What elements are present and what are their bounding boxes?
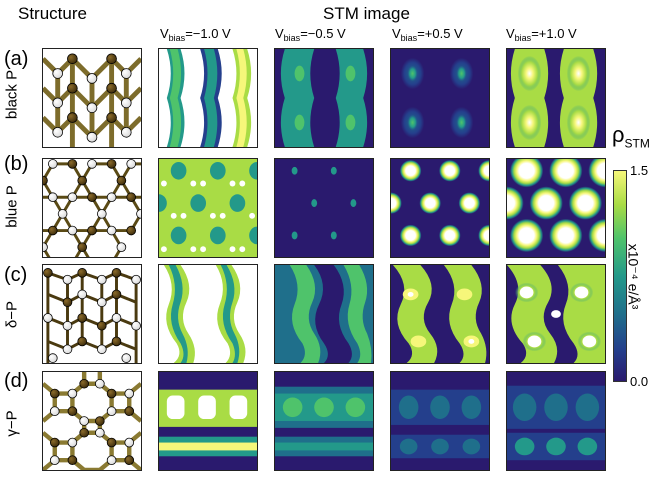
colorbar <box>613 170 627 382</box>
stm-panel-blue-p-minus-1.0 <box>158 158 258 258</box>
colorbar-min-label: 0.0 <box>630 374 649 389</box>
material-name-delta-p: δ−P <box>3 300 21 329</box>
colorbar-max-label: 1.5 <box>630 163 649 178</box>
colorbar-symbol: ρSTM <box>612 122 650 151</box>
stm-panel-blue-p-plus-0.5 <box>390 158 490 258</box>
structure-panel-black-p <box>42 48 142 148</box>
row-label-a: (a) <box>4 48 29 70</box>
stm-panel-delta-p-minus-1.0 <box>158 264 258 364</box>
structure-panel-gamma-p <box>42 371 142 471</box>
row-label-c: (c) <box>4 264 28 286</box>
row-label-d: (d) <box>4 370 29 392</box>
stm-panel-blue-p-minus-0.5 <box>274 158 374 258</box>
stm-panel-blue-p-plus-1.0 <box>506 158 606 258</box>
structure-header: Structure <box>18 4 87 23</box>
bias-label-4: Vbias=+1.0 V <box>506 26 577 43</box>
stm-panel-black-p-plus-1.0 <box>506 48 606 148</box>
row-label-b: (b) <box>4 153 29 175</box>
structure-panel-blue-p <box>42 158 142 258</box>
stm-panel-gamma-p-minus-1.0 <box>158 371 258 471</box>
bias-label-2: Vbias=−0.5 V <box>275 26 346 43</box>
stm-image-header: STM image <box>323 4 410 23</box>
stm-panel-delta-p-plus-1.0 <box>506 264 606 364</box>
stm-panel-black-p-minus-0.5 <box>274 48 374 148</box>
structure-panel-delta-p <box>42 264 142 364</box>
colorbar-unit-label: x10⁻⁴ e/Å³ <box>625 243 642 310</box>
material-name-black-p: black P <box>3 69 21 120</box>
stm-panel-gamma-p-plus-0.5 <box>390 371 490 471</box>
bias-label-1: Vbias=−1.0 V <box>160 26 231 43</box>
stm-panel-delta-p-plus-0.5 <box>390 264 490 364</box>
stm-panel-black-p-minus-1.0 <box>158 48 258 148</box>
material-name-gamma-p: γ−P <box>3 410 21 437</box>
stm-panel-gamma-p-plus-1.0 <box>506 371 606 471</box>
stm-panel-black-p-plus-0.5 <box>390 48 490 148</box>
bias-label-3: Vbias=+0.5 V <box>392 26 463 43</box>
material-name-blue-p: blue P <box>3 185 21 228</box>
stm-panel-delta-p-minus-0.5 <box>274 264 374 364</box>
stm-panel-gamma-p-minus-0.5 <box>274 371 374 471</box>
